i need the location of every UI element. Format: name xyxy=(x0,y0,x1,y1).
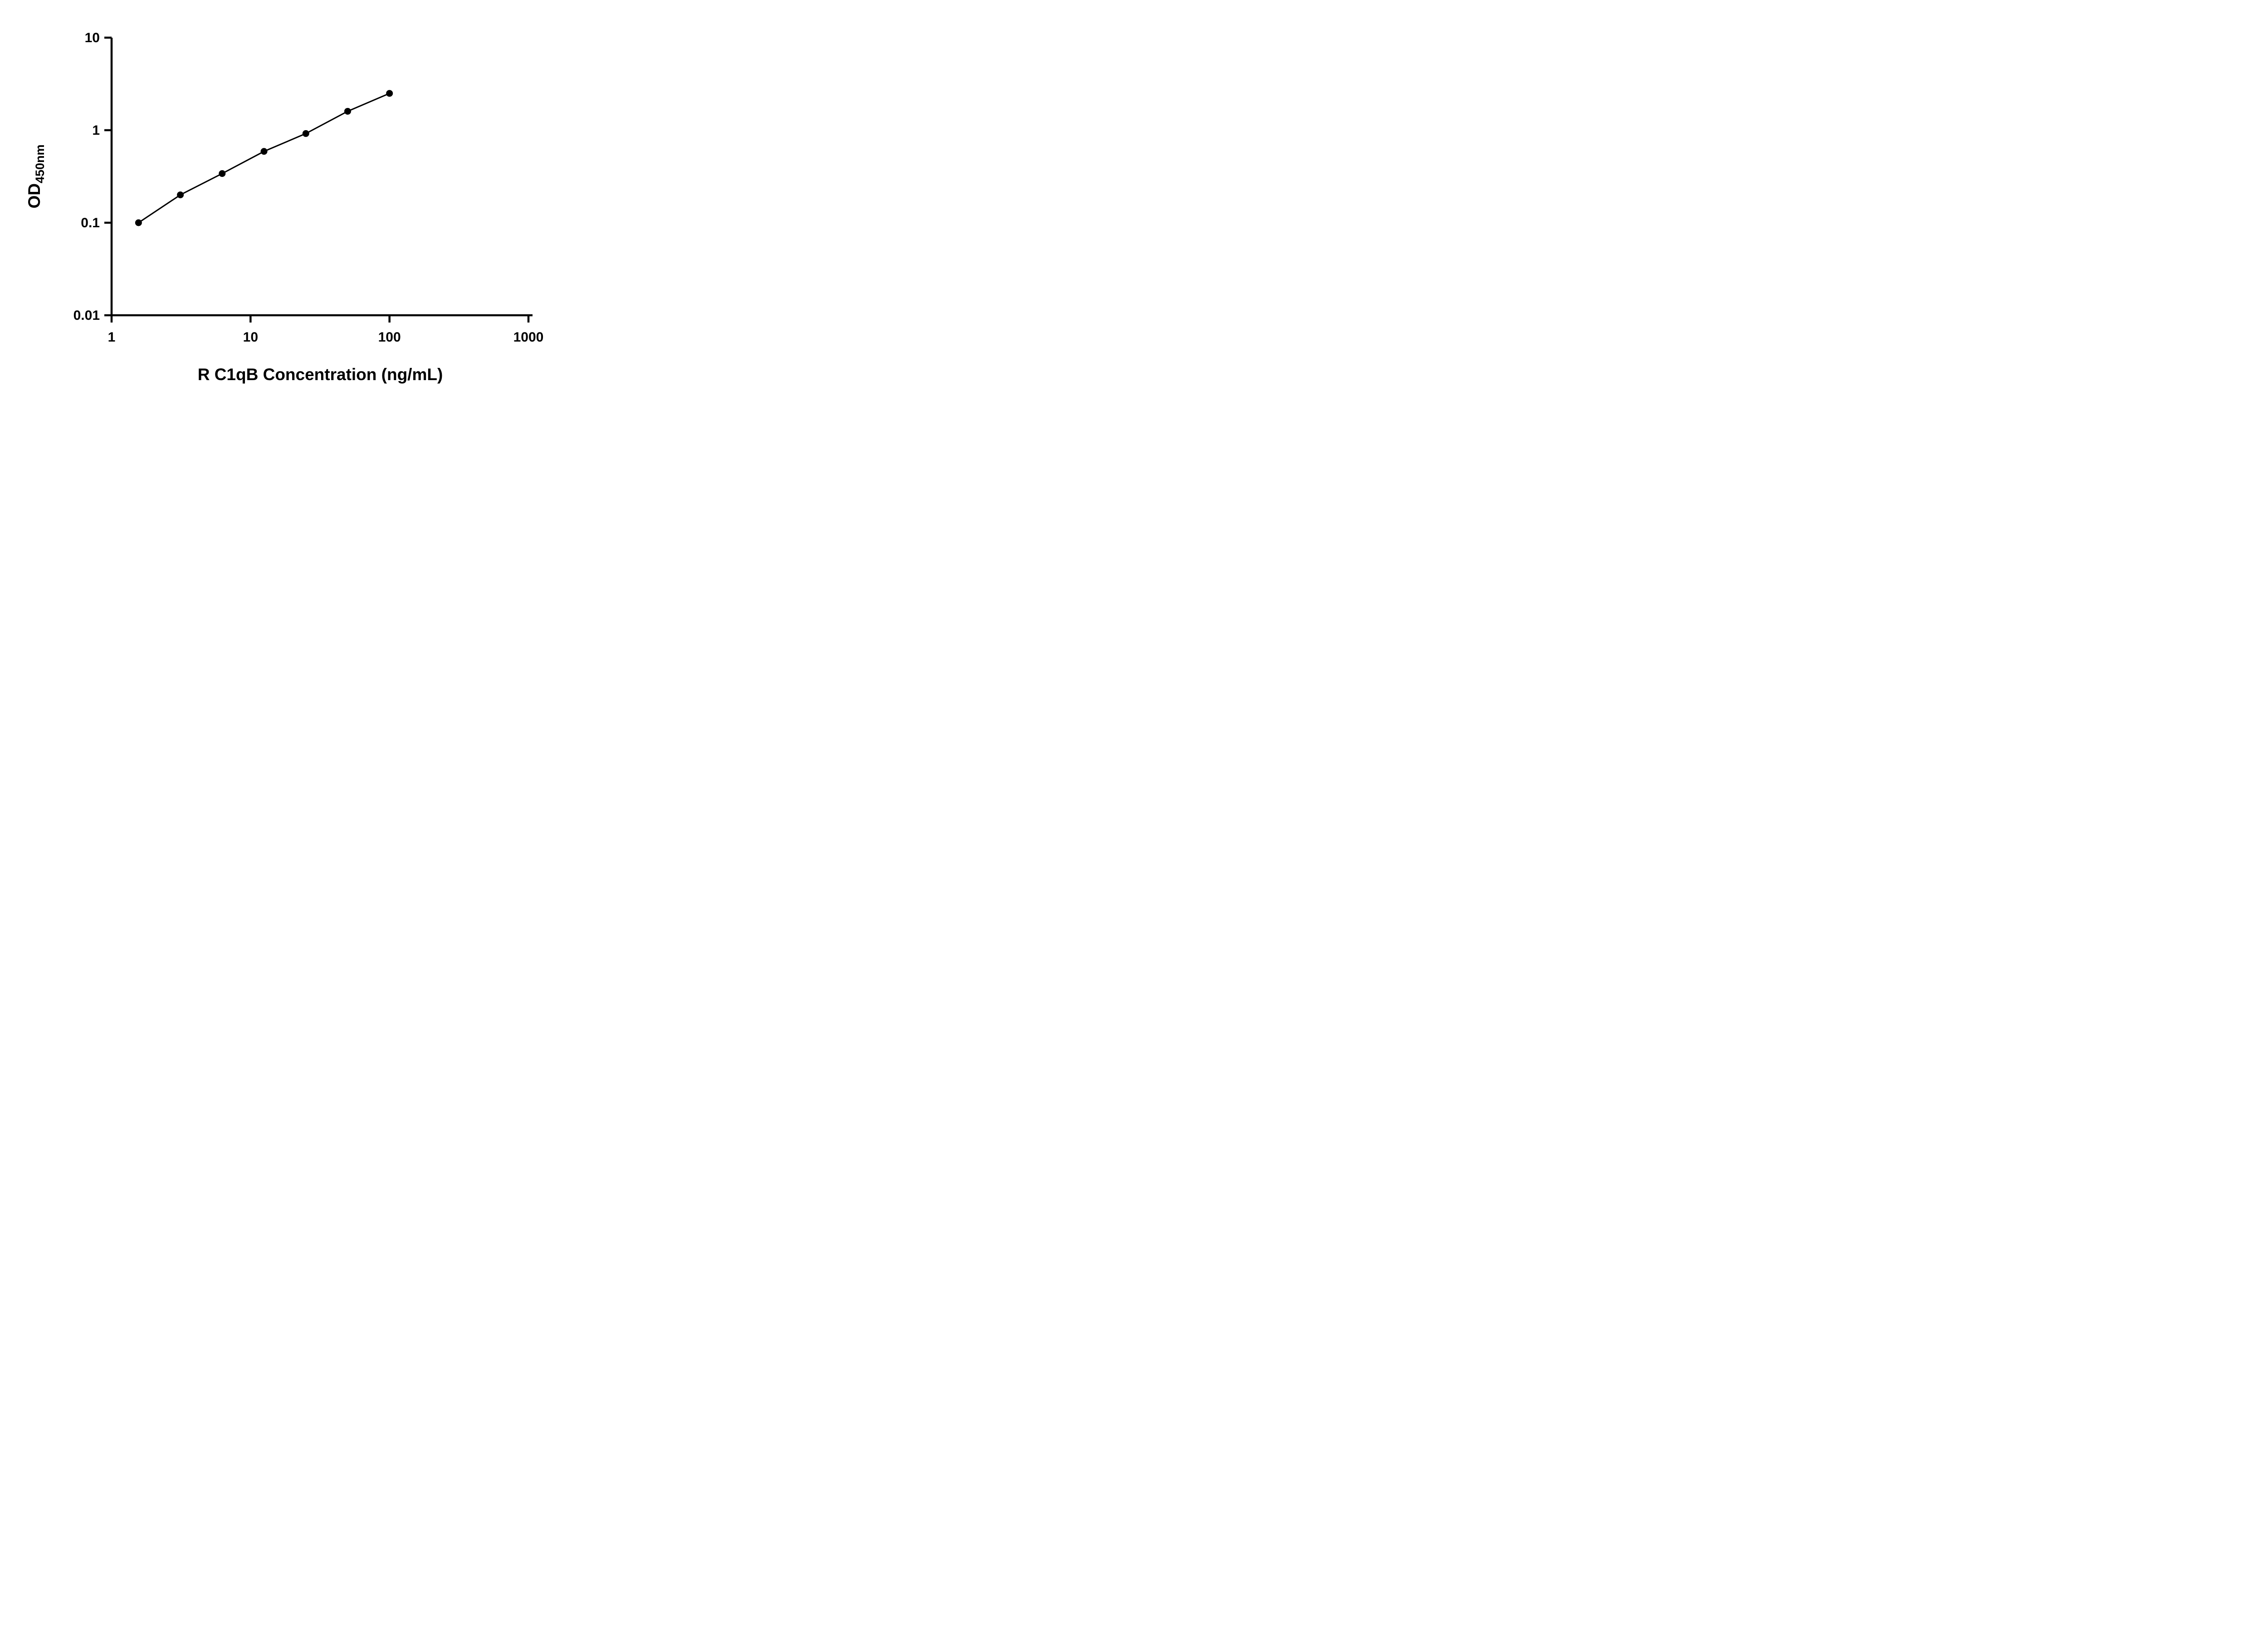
y-tick-label: 0.01 xyxy=(73,308,100,323)
x-tick-label: 1000 xyxy=(513,330,544,345)
y-axis-title: OD450nm xyxy=(25,144,47,208)
y-tick-label: 0.1 xyxy=(81,215,100,230)
data-point xyxy=(344,108,351,115)
ticks: 0.01 0.1 1 10 1 10 100 1000 xyxy=(73,30,544,345)
data-point xyxy=(386,90,393,97)
curve-line xyxy=(138,93,390,224)
data-point xyxy=(219,170,226,177)
series xyxy=(135,90,393,226)
y-axis-title-main: OD xyxy=(25,183,44,209)
standard-curve-chart: 0.01 0.1 1 10 1 10 100 1000 R C1qB Concentratio… xyxy=(0,0,583,408)
data-point xyxy=(302,130,309,137)
x-tick-label: 100 xyxy=(378,330,401,345)
data-point xyxy=(260,148,268,155)
y-axis-title-sub: 450nm xyxy=(33,144,47,183)
y-tick-label: 10 xyxy=(85,30,100,45)
x-axis-title: R C1qB Concentration (ng/mL) xyxy=(198,365,443,384)
data-point xyxy=(135,219,142,226)
axes xyxy=(110,38,533,317)
y-tick-label: 1 xyxy=(92,123,100,138)
data-point xyxy=(177,191,184,199)
x-tick-label: 1 xyxy=(108,330,116,345)
chart-canvas: 0.01 0.1 1 10 1 10 100 1000 R C1qB Concentratio… xyxy=(25,30,544,384)
x-tick-label: 10 xyxy=(243,330,258,345)
